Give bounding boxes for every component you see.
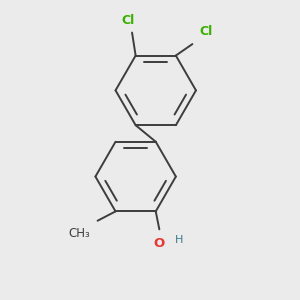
Text: H: H bbox=[175, 235, 184, 245]
Text: Cl: Cl bbox=[200, 25, 213, 38]
Text: Cl: Cl bbox=[122, 14, 135, 27]
Text: CH₃: CH₃ bbox=[69, 227, 90, 240]
Text: O: O bbox=[154, 236, 165, 250]
